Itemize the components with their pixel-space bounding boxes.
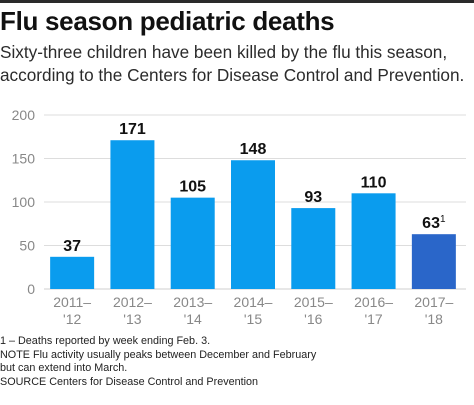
value-label: 148 [240, 141, 267, 158]
value-label: 631 [422, 214, 446, 232]
bar-0 [50, 256, 95, 289]
y-tick-label: 200 [12, 107, 36, 123]
bar-2 [170, 197, 215, 289]
x-tick-label: '15 [244, 311, 262, 327]
y-tick-label: 150 [12, 151, 36, 167]
value-label-superscript: 1 [440, 214, 446, 225]
x-tick-label: 2016– [354, 294, 393, 310]
x-tick-label: 2012– [113, 294, 152, 310]
x-tick-label: '14 [184, 311, 202, 327]
value-label: 171 [119, 121, 146, 138]
value-label: 93 [304, 189, 322, 206]
bar-5 [351, 193, 396, 289]
x-tick-label: 2017– [414, 294, 453, 310]
note-line-1: NOTE Flu activity usually peaks between … [0, 348, 317, 361]
x-tick-label: 2013– [173, 294, 212, 310]
x-tick-label: 2011– [53, 294, 91, 310]
bar-6 [411, 234, 456, 289]
value-label: 110 [361, 174, 387, 191]
y-tick-label: 50 [19, 238, 35, 254]
chart-title: Flu season pediatric deaths [0, 6, 335, 36]
bar-1 [110, 140, 155, 289]
x-tick-label: '17 [364, 311, 382, 327]
chart-notes: 1 – Deaths reported by week ending Feb. … [0, 335, 474, 389]
value-label: 37 [63, 238, 81, 255]
y-tick-label: 0 [27, 281, 35, 297]
top-rule [0, 0, 474, 3]
x-tick-label: '13 [123, 311, 141, 327]
footnote: 1 – Deaths reported by week ending Feb. … [0, 335, 211, 347]
chart-subtitle: Sixty-three children have been killed by… [0, 42, 465, 85]
bar-3 [231, 160, 275, 289]
x-tick-label: '12 [63, 311, 81, 327]
x-tick-label: '18 [425, 311, 443, 327]
x-tick-label: '16 [304, 311, 322, 327]
bar-chart: 0 50 100 150 200 37 2011–'12 171 2012–'13 105 2013… [12, 107, 466, 327]
source-note: SOURCE Centers for Disease Control and P… [0, 375, 259, 388]
y-tick-label: 100 [12, 194, 36, 210]
x-tick-label: 2014– [234, 294, 273, 310]
value-label: 105 [179, 179, 206, 196]
bar-4 [291, 208, 336, 289]
note-line-2: but can extend into March. [0, 362, 128, 374]
x-tick-label: 2015– [294, 294, 333, 310]
